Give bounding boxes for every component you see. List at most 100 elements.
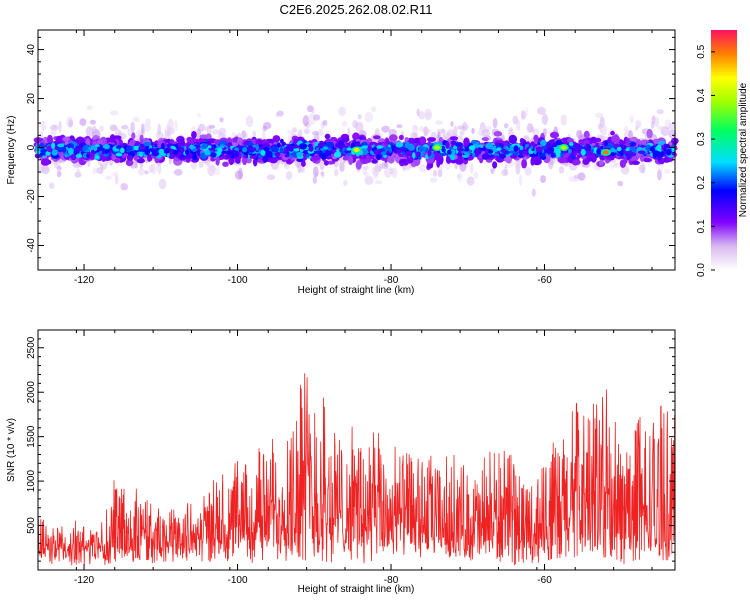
- spectrogram-cell: [424, 129, 431, 134]
- spectrogram-cell: [120, 183, 128, 191]
- spectrogram-cell: [419, 136, 427, 145]
- spectrogram-cell: [342, 120, 348, 127]
- spectrogram-cell: [76, 147, 80, 154]
- spectrogram-cell: [626, 153, 631, 161]
- spectrogram-cell: [646, 128, 653, 139]
- spectrogram-cell: [311, 109, 315, 115]
- spectrogram-cell: [596, 148, 602, 155]
- spectrogram-cell: [68, 148, 74, 155]
- spectrogram-cell: [210, 152, 217, 158]
- y-tick-label: -20: [26, 189, 37, 204]
- snr-frame: [37, 329, 676, 571]
- spectrogram-cell: [361, 145, 370, 149]
- spectrogram-x-label: Height of straight line (km): [298, 285, 415, 296]
- spectrogram-cell: [335, 143, 339, 148]
- spectrogram-cell: [112, 171, 118, 177]
- spectrogram-cell: [218, 127, 227, 135]
- spectrogram-cell: [598, 159, 604, 166]
- spectrogram-cell: [488, 149, 494, 154]
- spectrogram-cell: [457, 172, 463, 182]
- spectrogram-cell: [115, 152, 123, 157]
- spectrogram-cell: [371, 159, 378, 164]
- spectrogram-cell: [609, 163, 617, 169]
- spectrogram-cell: [535, 146, 543, 153]
- spectrogram-cell: [113, 158, 121, 163]
- spectrogram-cell: [92, 167, 98, 175]
- spectrogram-cell: [437, 131, 441, 139]
- spectrogram-cell: [362, 165, 369, 171]
- spectrogram-cell: [51, 142, 56, 150]
- spectrogram-cell: [558, 166, 565, 174]
- spectrogram-cell: [490, 168, 495, 174]
- spectrogram-cell: [537, 106, 546, 115]
- spectrogram-cell: [468, 145, 476, 151]
- spectrogram-cell: [599, 145, 604, 150]
- spectrogram-cell: [214, 167, 221, 176]
- spectrogram-cell: [261, 130, 266, 142]
- spectrogram-cell: [50, 128, 57, 136]
- spectrogram-cell: [533, 134, 539, 142]
- x-tick-label: -120: [74, 275, 94, 286]
- spectrogram-cell: [317, 128, 324, 137]
- spectrogram-cell: [148, 164, 154, 174]
- spectrogram-cell: [525, 107, 528, 117]
- spectrogram-x-ticks: -120 -100 -80 -60: [37, 30, 653, 286]
- spectrogram-panel: -120 -100 -80 -60 -40 -20 0 20 40 Height of str…: [6, 29, 679, 296]
- spectrogram-cell: [418, 111, 425, 120]
- spectrogram-cell: [320, 147, 324, 151]
- spectrogram-cell: [629, 152, 637, 157]
- spectrogram-cell: [451, 148, 456, 156]
- spectrogram-cell: [86, 105, 93, 111]
- spectrogram-cell: [616, 146, 622, 152]
- spectrogram-cell: [302, 139, 307, 143]
- spectrogram-cell: [218, 140, 227, 147]
- spectrogram-cell: [493, 131, 503, 137]
- spectrogram-cell: [388, 134, 398, 142]
- spectrogram-cell: [473, 172, 479, 179]
- spectrogram-cell: [457, 145, 463, 150]
- x-tick-label: -120: [74, 575, 94, 586]
- spectrogram-cell: [56, 135, 62, 143]
- spectrogram-cell: [412, 152, 416, 159]
- spectrogram-cell: [136, 158, 145, 164]
- spectrogram-cell: [271, 146, 279, 152]
- spectrogram-cell: [198, 161, 204, 168]
- y-tick-label: 500: [26, 517, 37, 534]
- spectrogram-cell: [560, 114, 567, 126]
- spectrogram-cell: [85, 126, 94, 137]
- spectrogram-cell: [471, 127, 475, 134]
- spectrogram-cell: [120, 147, 125, 154]
- spectrogram-cell: [657, 140, 666, 145]
- spectrogram-cell: [280, 138, 284, 144]
- spectrogram-cell: [649, 146, 656, 152]
- spectrogram-cell: [631, 160, 640, 165]
- spectrogram-cell: [492, 161, 498, 169]
- spectrogram-cell: [541, 113, 549, 125]
- spectrogram-cell: [299, 143, 308, 150]
- spectrogram-cell: [481, 129, 490, 138]
- spectrogram-cell: [650, 120, 655, 129]
- spectrogram-cell: [427, 162, 434, 169]
- spectrogram-cell: [586, 144, 592, 151]
- spectrogram-cell: [480, 147, 487, 151]
- spectrogram-cell: [508, 134, 518, 144]
- spectrogram-cell: [597, 134, 604, 139]
- spectrogram-cell: [276, 110, 284, 117]
- spectrogram-cell: [481, 123, 485, 128]
- spectrogram-cell: [629, 142, 637, 147]
- spectrogram-cell: [404, 141, 411, 149]
- spectrogram-cell: [573, 143, 581, 149]
- spectrogram-cell: [520, 110, 526, 120]
- spectrogram-cell: [456, 153, 463, 157]
- spectrogram-cell: [293, 138, 299, 143]
- spectrogram-cell: [595, 112, 604, 119]
- spectrogram-cell: [352, 132, 360, 141]
- spectrogram-cell: [400, 159, 407, 164]
- spectrogram-cell: [102, 144, 110, 150]
- spectrogram-cell: [56, 146, 64, 153]
- spectrogram-cell: [517, 154, 524, 158]
- spectrogram-cell: [355, 121, 364, 132]
- spectrogram-cell: [524, 166, 532, 176]
- spectrogram-cell: [75, 154, 83, 158]
